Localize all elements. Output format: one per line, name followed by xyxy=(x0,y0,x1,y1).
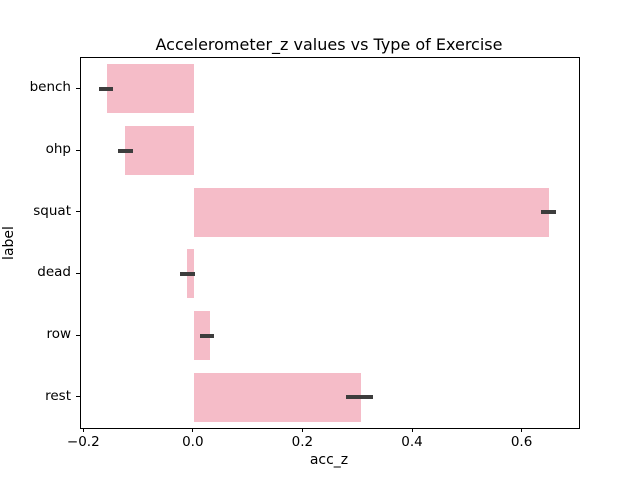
y-tick-label-rest: rest xyxy=(45,387,71,404)
y-tick-label-bench: bench xyxy=(29,79,71,96)
y-tick-label-squat: squat xyxy=(33,202,71,219)
x-tick-label: 0.2 xyxy=(291,434,314,450)
chart-title: Accelerometer_z values vs Type of Exerci… xyxy=(155,35,503,54)
error-bar-ohp xyxy=(117,148,134,153)
x-tick-label: 0.0 xyxy=(182,434,204,450)
plot-area xyxy=(80,57,580,429)
y-tick-label-ohp: ohp xyxy=(45,141,71,157)
y-tick-mark xyxy=(76,87,80,89)
error-bar-bench xyxy=(99,86,114,91)
x-tick-label: −0.2 xyxy=(66,434,100,450)
y-tick-mark xyxy=(76,272,80,274)
error-bar-rest xyxy=(345,395,373,400)
bar-squat xyxy=(193,187,549,237)
y-tick-mark xyxy=(76,396,80,398)
bar-rest xyxy=(193,372,361,422)
x-tick-label: 0.6 xyxy=(510,434,533,450)
error-bar-row xyxy=(200,333,215,338)
y-axis-label: label xyxy=(1,226,17,260)
y-tick-mark xyxy=(76,149,80,151)
x-tick-mark xyxy=(82,428,84,432)
error-bar-squat xyxy=(540,210,556,215)
bar-ohp xyxy=(124,125,194,176)
x-tick-mark xyxy=(192,428,194,432)
y-tick-label-dead: dead xyxy=(37,264,71,281)
y-tick-mark xyxy=(76,211,80,213)
bar-bench xyxy=(107,64,194,114)
x-tick-label: 0.4 xyxy=(401,434,423,450)
x-tick-mark xyxy=(521,428,523,432)
y-tick-mark xyxy=(76,334,80,336)
error-bar-dead xyxy=(179,271,195,276)
y-tick-label-row: row xyxy=(46,326,71,342)
x-tick-mark xyxy=(411,428,413,432)
x-axis-label: acc_z xyxy=(309,452,349,468)
x-tick-mark xyxy=(301,428,303,432)
